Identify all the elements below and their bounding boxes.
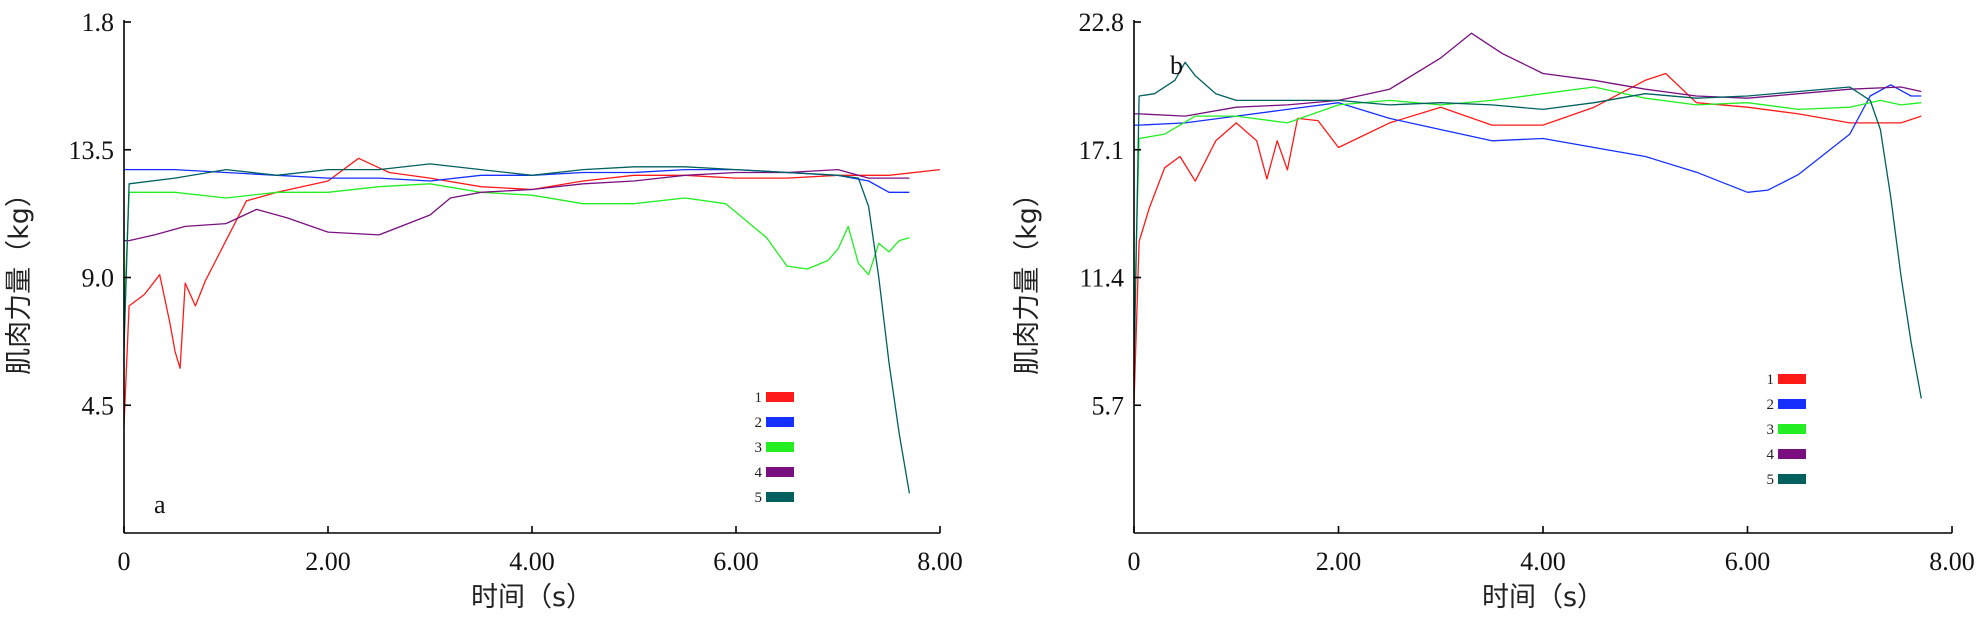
panel-letter: a bbox=[154, 490, 166, 519]
series-line-2 bbox=[1134, 84, 1922, 193]
legend-swatch-1 bbox=[766, 392, 794, 402]
legend-swatch-4 bbox=[766, 467, 794, 477]
x-tick-label: 6.00 bbox=[713, 547, 759, 576]
series-line-3 bbox=[1133, 86, 1922, 332]
x-tick-label: 2.00 bbox=[1316, 547, 1362, 576]
x-tick-label: 6.00 bbox=[1725, 547, 1771, 576]
y-tick-label: 13.5 bbox=[69, 136, 115, 165]
legend-swatch-2 bbox=[766, 417, 794, 427]
series-line-5 bbox=[1133, 61, 1922, 399]
x-tick-label: 8.00 bbox=[1929, 547, 1975, 576]
series-line-5 bbox=[123, 163, 911, 494]
legend-label: 1 bbox=[755, 390, 763, 406]
legend-label: 1 bbox=[1767, 372, 1775, 388]
y-tick-label: 11.4 bbox=[1079, 264, 1124, 293]
legend-label: 3 bbox=[755, 440, 763, 456]
x-tick-label: 0 bbox=[1128, 547, 1141, 576]
x-axis-title: 时间（s） bbox=[471, 582, 593, 613]
legend-swatch-3 bbox=[766, 442, 794, 452]
legend-swatch-5 bbox=[766, 492, 794, 502]
chart-panel-a: 0 2.00 4.00 6.00 8.00 4.5 9.0 13.5 1.8 时间（s） 肌肉力量（… bbox=[4, 8, 963, 613]
y-tick-label: 9.0 bbox=[82, 264, 115, 293]
x-tick-label: 8.00 bbox=[917, 547, 963, 576]
series-line-3 bbox=[123, 183, 910, 321]
y-tick-label: 5.7 bbox=[1092, 391, 1125, 420]
legend-label: 4 bbox=[755, 465, 763, 481]
legend-swatch-1 bbox=[1778, 374, 1806, 384]
legend-label: 5 bbox=[755, 490, 763, 506]
legend-label: 2 bbox=[755, 415, 763, 431]
series-line-4 bbox=[1134, 32, 1922, 117]
x-tick-label: 4.00 bbox=[509, 547, 555, 576]
legend-label: 5 bbox=[1767, 472, 1775, 488]
y-axis-title: 肌肉力量（kg） bbox=[4, 180, 35, 375]
legend-swatch-2 bbox=[1778, 399, 1806, 409]
y-tick-label: 4.5 bbox=[82, 391, 115, 420]
x-axis-title: 时间（s） bbox=[1482, 582, 1604, 613]
legend-label: 4 bbox=[1767, 447, 1775, 463]
series-line-1 bbox=[123, 157, 941, 426]
legend: 1 2 3 4 5 bbox=[1767, 372, 1806, 488]
y-tick-label: 22.8 bbox=[1079, 8, 1125, 37]
y-tick-label: 17.1 bbox=[1079, 136, 1125, 165]
panel-letter: b bbox=[1170, 51, 1183, 80]
legend: 1 2 3 4 5 bbox=[755, 390, 794, 506]
series-line-4 bbox=[124, 168, 910, 242]
series-line-1 bbox=[1133, 72, 1922, 404]
legend-swatch-3 bbox=[1778, 424, 1806, 434]
legend-label: 2 bbox=[1767, 397, 1775, 413]
y-tick-label: 1.8 bbox=[82, 8, 115, 37]
legend-swatch-5 bbox=[1778, 474, 1806, 484]
x-tick-label: 0 bbox=[118, 547, 131, 576]
y-axis-title: 肌肉力量（kg） bbox=[1012, 180, 1043, 375]
x-tick-label: 4.00 bbox=[1520, 547, 1566, 576]
chart-panel-b: 0 2.00 4.00 6.00 8.00 5.7 11.4 17.1 22.8 时间（s） 肌肉力… bbox=[1012, 8, 1975, 613]
legend-label: 3 bbox=[1767, 422, 1775, 438]
x-tick-label: 2.00 bbox=[305, 547, 351, 576]
legend-swatch-4 bbox=[1778, 449, 1806, 459]
